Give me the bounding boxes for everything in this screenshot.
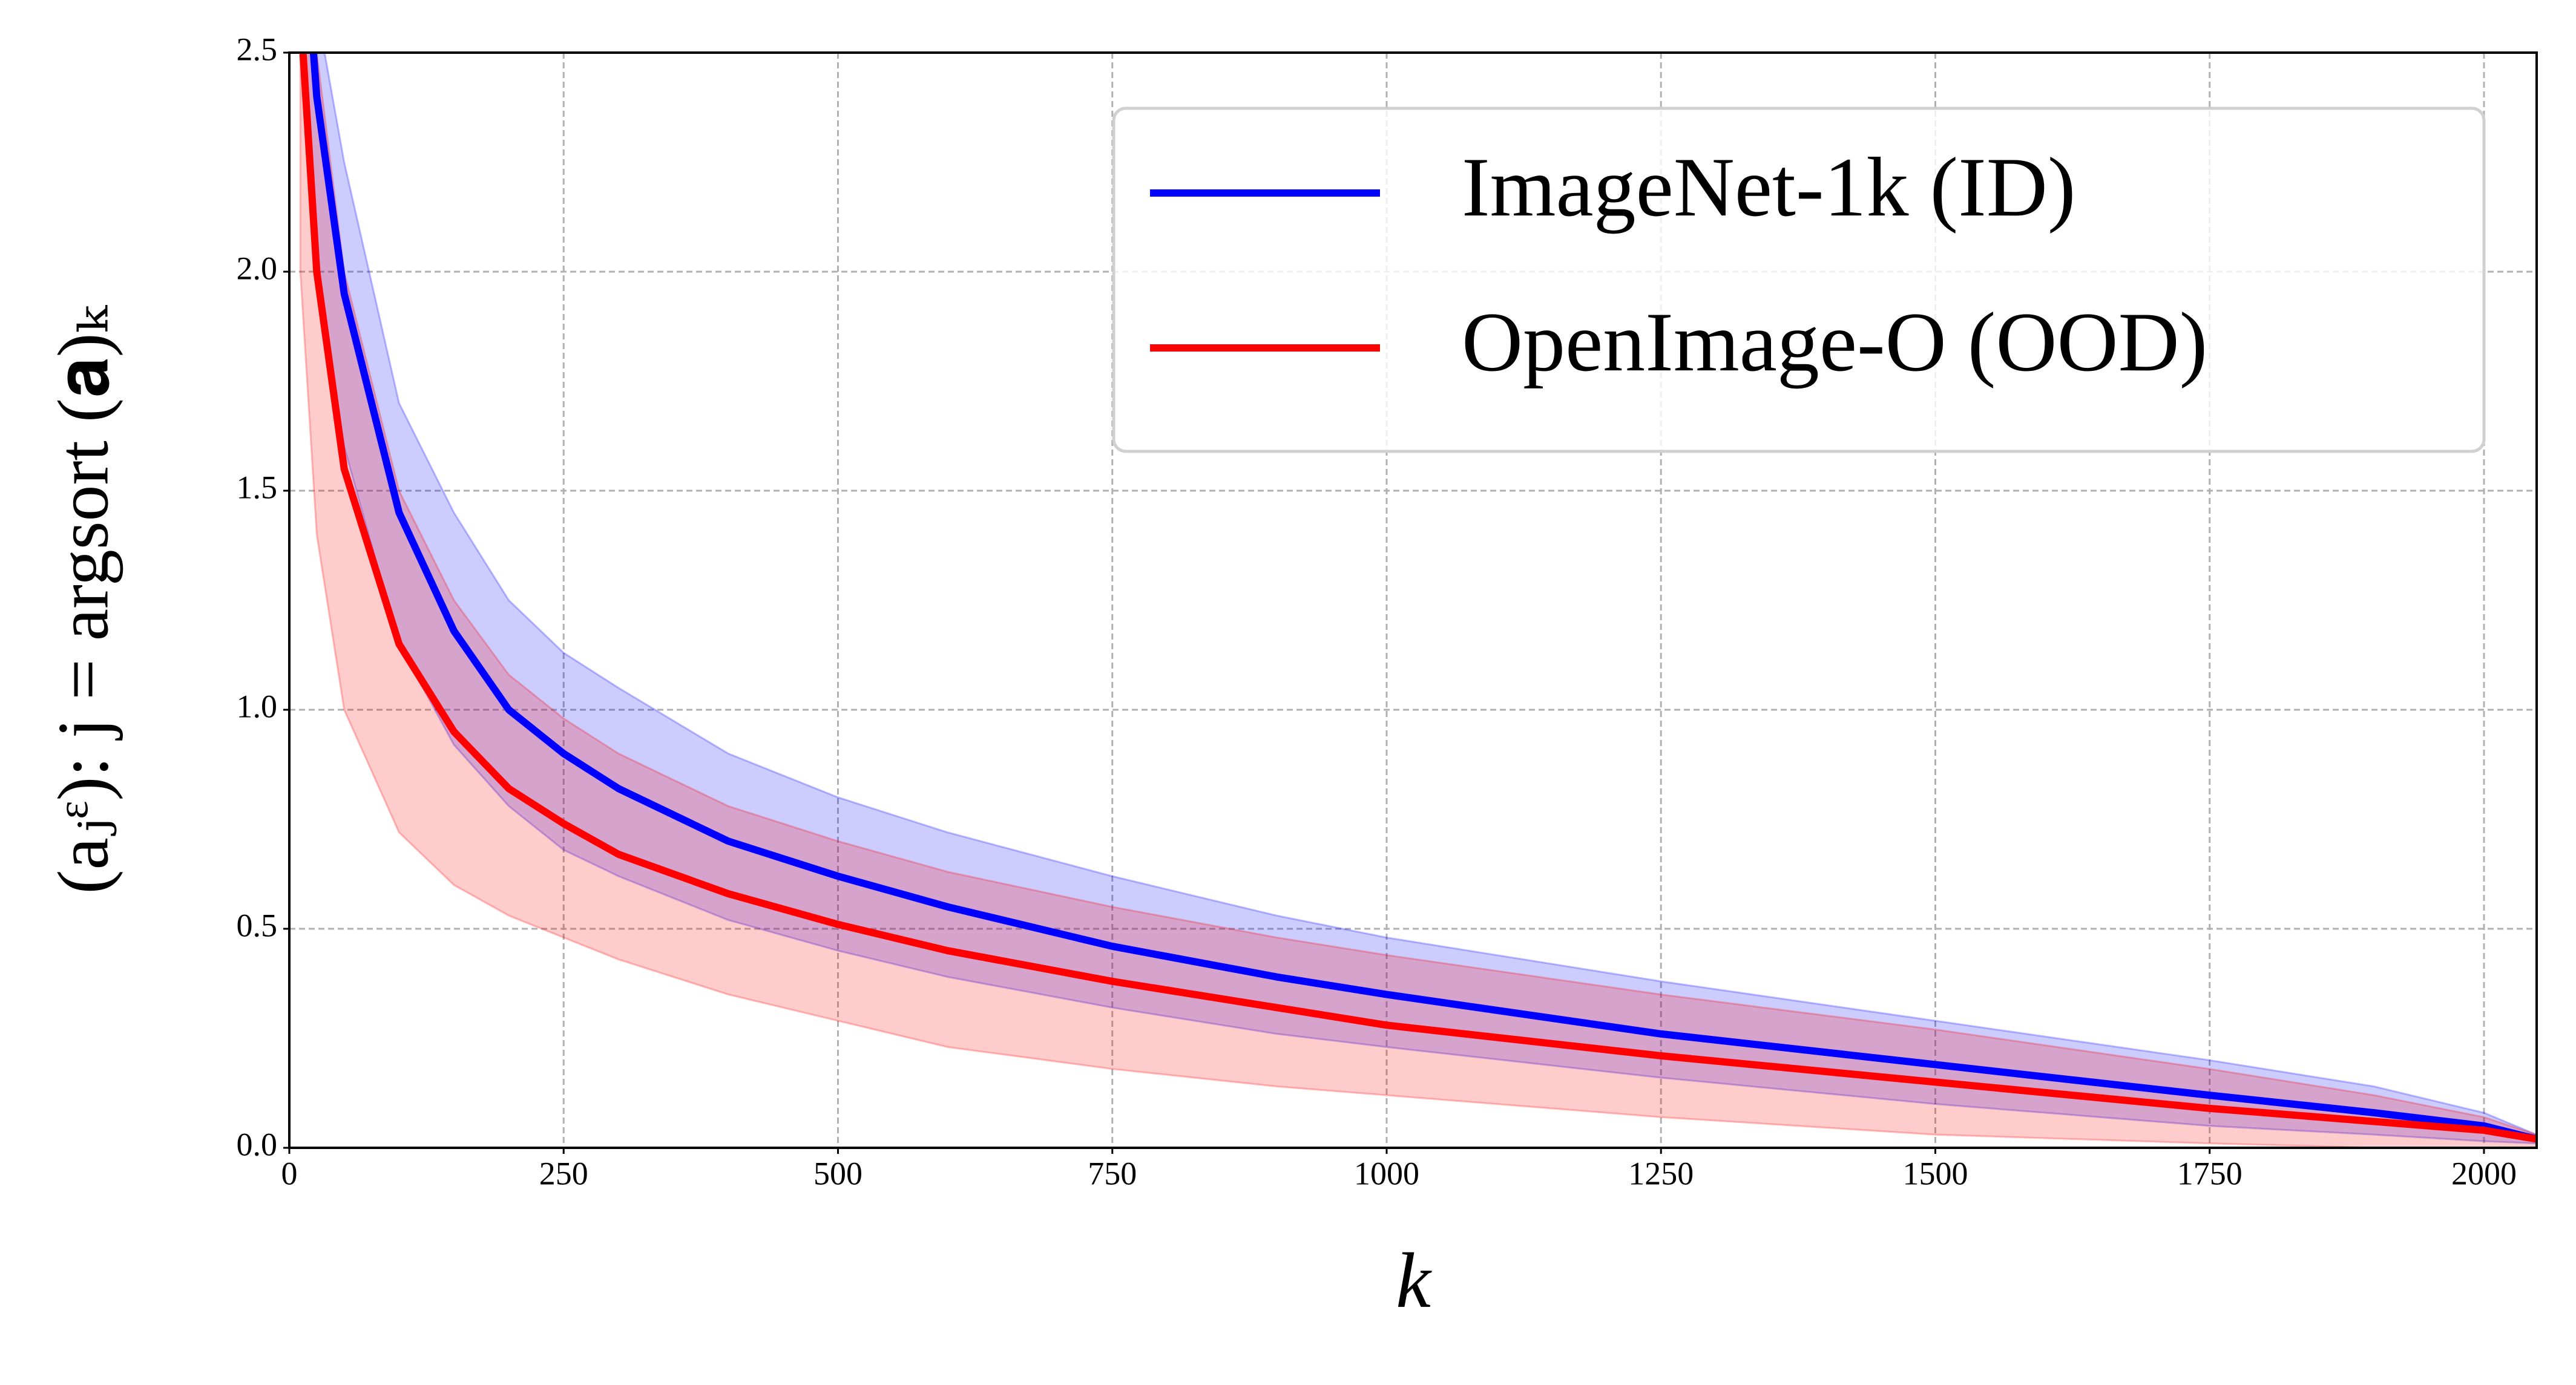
y-tick-label: 0.5 bbox=[237, 907, 278, 943]
x-tick-label: 250 bbox=[539, 1155, 588, 1191]
x-tick-label: 750 bbox=[1088, 1155, 1137, 1191]
error-band bbox=[302, 53, 2537, 1145]
plot-area bbox=[299, 53, 2537, 1148]
y-tick-label: 2.0 bbox=[237, 250, 278, 286]
legend-label: ImageNet-1k (ID) bbox=[1462, 140, 2076, 234]
x-tick-label: 1500 bbox=[1902, 1155, 1968, 1191]
x-tick-label: 1250 bbox=[1628, 1155, 1694, 1191]
y-tick-label: 1.0 bbox=[237, 688, 278, 724]
x-tick-label: 0 bbox=[281, 1155, 298, 1191]
legend: ImageNet-1k (ID) OpenImage-O (OOD) bbox=[1112, 106, 2486, 453]
x-tick-label: 1000 bbox=[1354, 1155, 1419, 1191]
axes-frame bbox=[288, 51, 2538, 1149]
line bbox=[309, 53, 2537, 1143]
y-axis-label: (aⱼᵋ): j = argsort (𝐚)ₖ bbox=[43, 304, 123, 894]
legend-label: OpenImage-O (OOD) bbox=[1462, 295, 2207, 389]
line bbox=[299, 53, 2537, 1143]
ticks: 0 250 500 750 1000 1250 1500 1750 2000 0.0 0.5 1.0 1… bbox=[237, 31, 2517, 1191]
legend-box bbox=[1112, 106, 2486, 453]
x-tick-label: 1750 bbox=[2177, 1155, 2242, 1191]
x-tick-label: 2000 bbox=[2451, 1155, 2517, 1191]
x-axis-label: k bbox=[1396, 1237, 1432, 1324]
y-tick-label: 2.5 bbox=[237, 31, 278, 67]
error-band bbox=[299, 53, 2537, 1148]
y-tick-label: 0.0 bbox=[237, 1126, 278, 1162]
y-tick-label: 1.5 bbox=[237, 469, 278, 505]
x-tick-label: 500 bbox=[813, 1155, 862, 1191]
